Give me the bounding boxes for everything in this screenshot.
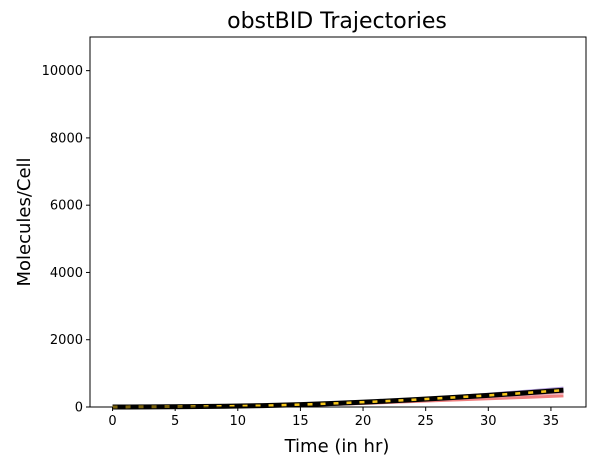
x-tick-label: 20	[355, 414, 372, 429]
y-tick-label: 10000	[42, 64, 83, 79]
x-tick-label: 30	[480, 414, 497, 429]
y-tick-label: 2000	[50, 333, 83, 348]
y-axis: 0 2000 4000 6000 8000 10000	[42, 64, 90, 416]
y-tick-label: 6000	[50, 199, 83, 214]
x-tick-label: 0	[108, 414, 116, 429]
y-tick-label: 8000	[50, 131, 83, 146]
x-tick-label: 10	[230, 414, 247, 429]
plot-lines	[112, 386, 564, 410]
x-tick-label: 25	[417, 414, 434, 429]
y-tick-label: 4000	[50, 266, 83, 281]
x-axis: 0 5 10 15 20 25 30 35	[108, 407, 559, 429]
y-axis-label: Molecules/Cell	[14, 157, 35, 286]
plot-frame	[89, 36, 587, 408]
x-tick-label: 5	[171, 414, 179, 429]
chart-title: obstBID Trajectories	[227, 9, 447, 34]
x-tick-label: 35	[543, 414, 560, 429]
series-line-5	[112, 388, 564, 409]
x-axis-label: Time (in hr)	[284, 436, 390, 457]
y-tick-label: 0	[75, 401, 83, 416]
x-tick-label: 15	[292, 414, 309, 429]
